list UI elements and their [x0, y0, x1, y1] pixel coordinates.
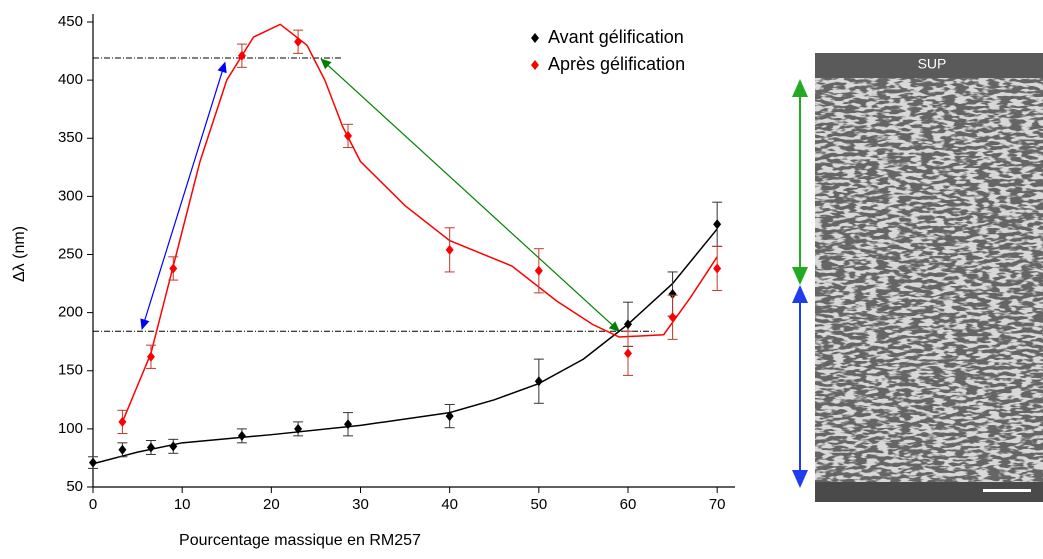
legend-label: Après gélification — [548, 54, 685, 74]
x-tick-label: 30 — [352, 496, 369, 513]
y-tick-label: 350 — [58, 129, 83, 146]
data-point — [445, 411, 454, 422]
scale-bar — [983, 489, 1031, 492]
data-point — [146, 351, 155, 362]
data-point — [294, 36, 303, 47]
data-point — [668, 289, 677, 300]
x-tick-label: 20 — [263, 496, 280, 513]
data-point — [237, 430, 246, 441]
data-point — [713, 219, 722, 230]
micrograph: SUP — [792, 53, 1043, 502]
data-point — [344, 419, 353, 430]
x-axis-label: Pourcentage massique en RM257 — [179, 532, 421, 549]
legend-label: Avant gélification — [548, 27, 684, 47]
x-tick-label: 10 — [174, 496, 191, 513]
data-point — [624, 319, 632, 330]
y-tick-label: 300 — [58, 187, 83, 204]
data-point — [146, 442, 155, 453]
y-tick-label: 200 — [58, 304, 83, 321]
data-point — [534, 376, 543, 387]
y-tick-label: 150 — [58, 362, 83, 379]
legend-marker — [531, 60, 539, 70]
data-point — [344, 130, 353, 141]
y-tick-label: 250 — [58, 245, 83, 262]
x-tick-label: 70 — [709, 496, 726, 513]
data-point — [169, 263, 178, 274]
y-tick-label: 450 — [58, 13, 83, 30]
legend-marker — [531, 33, 539, 43]
data-point — [534, 265, 543, 276]
y-tick-label: 100 — [58, 420, 83, 437]
y-axis-label: Δλ (nm) — [11, 226, 28, 282]
x-tick-label: 60 — [620, 496, 637, 513]
data-point — [294, 423, 303, 434]
x-tick-label: 0 — [89, 496, 97, 513]
annotation-arrow — [320, 58, 620, 333]
data-point — [713, 263, 722, 274]
x-tick-label: 50 — [530, 496, 547, 513]
image-label: SUP — [918, 56, 947, 72]
data-point — [237, 50, 246, 61]
data-point — [445, 244, 454, 255]
top-substrate — [815, 53, 1043, 78]
micrograph-texture — [815, 78, 1043, 482]
data-point — [624, 348, 632, 359]
fit-curve — [121, 23, 718, 423]
x-tick-label: 40 — [441, 496, 458, 513]
annotation-arrow — [140, 61, 227, 331]
y-tick-label: 400 — [58, 71, 83, 88]
data-point — [89, 457, 97, 468]
bottom-substrate — [815, 482, 1043, 502]
y-tick-label: 50 — [66, 478, 83, 495]
data-point — [668, 312, 677, 323]
data-point — [118, 444, 127, 455]
data-point — [169, 441, 178, 452]
data-point — [118, 416, 127, 427]
